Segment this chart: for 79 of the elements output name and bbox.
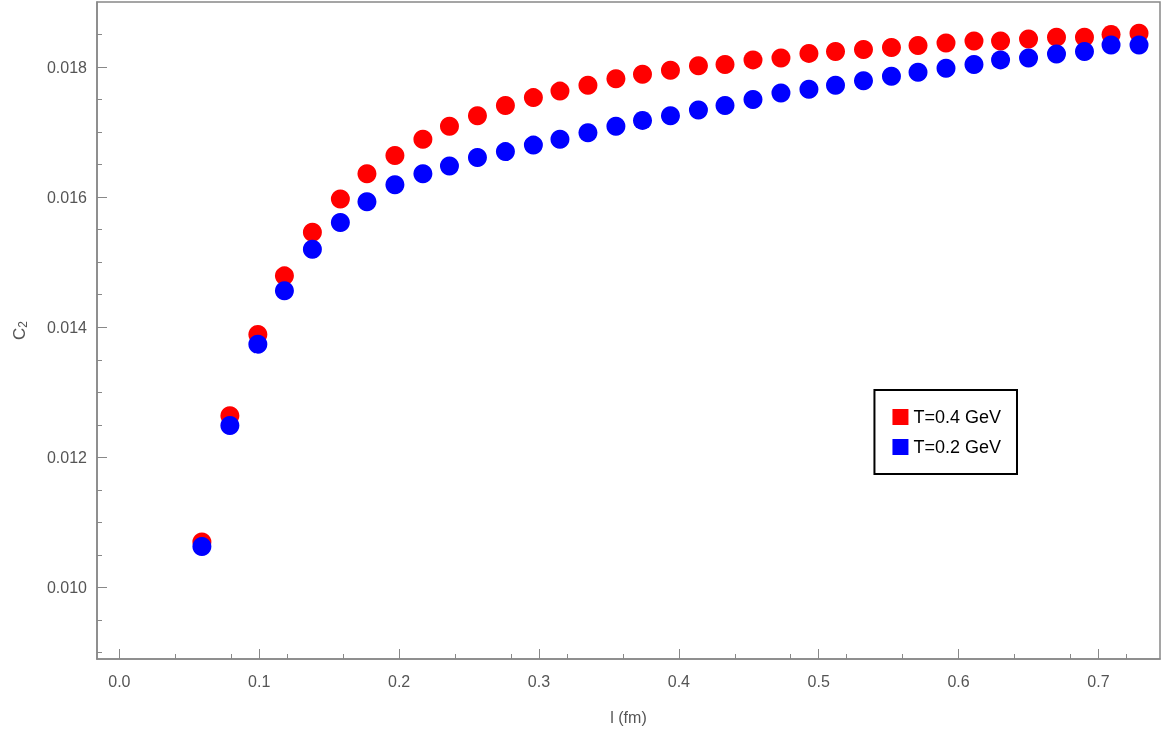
point [550,81,570,101]
point [715,95,735,115]
point [330,213,350,233]
point [606,116,626,136]
point [964,31,984,51]
point [1019,48,1039,68]
legend-label: T=0.4 GeV [913,407,1002,427]
point [1129,35,1149,55]
x-tick-label: 0.4 [667,672,691,690]
point [357,164,377,184]
point [1047,44,1066,64]
point [688,56,708,76]
point [330,189,350,209]
point [523,135,543,155]
x-tick-label: 0.6 [947,672,970,690]
y-tick-label: 0.010 [46,578,88,596]
point [302,222,322,242]
point [908,62,928,82]
point [660,60,680,80]
point [660,106,680,126]
point [854,71,873,91]
point [385,175,405,195]
point [854,39,873,59]
point [302,239,322,259]
point [1074,41,1094,61]
point [964,54,984,74]
point [220,415,240,435]
point [881,38,901,58]
point [523,88,543,108]
point [467,106,487,126]
point [1101,35,1121,55]
point [633,64,652,84]
point [578,123,598,143]
point [357,192,377,212]
y-tick-label: 0.016 [46,188,88,206]
point [771,48,791,68]
point [439,156,459,176]
point [413,164,433,184]
y-tick-label: 0.012 [46,448,88,466]
point [881,66,901,86]
point [495,95,515,115]
y-tick-label: 0.018 [46,58,88,76]
point [385,146,405,166]
point [633,110,652,130]
point [248,334,268,354]
x-tick-label: 0.0 [108,672,131,690]
point [439,116,459,136]
point [606,69,626,89]
point [908,36,928,56]
point [743,50,763,70]
point [578,75,598,95]
x-tick-label: 0.7 [1087,672,1110,690]
y-tick-label: 0.014 [46,318,88,336]
point [936,33,956,53]
point [274,281,294,301]
point [715,54,735,74]
point [550,129,570,149]
point [495,142,515,162]
point [467,147,487,167]
point [1047,27,1066,47]
point [771,83,791,103]
point [1019,29,1039,49]
point [799,43,819,63]
legend-label: T=0.2 GeV [913,437,1002,457]
x-tick-label: 0.1 [248,672,271,690]
point [743,90,763,110]
point [991,50,1011,70]
x-tick-label: 0.3 [527,672,551,690]
x-axis-title: l (fm) [610,708,647,726]
point [826,75,846,95]
point [936,58,956,78]
point [799,79,819,99]
point [688,100,708,120]
point [413,129,433,149]
x-tick-label: 0.5 [807,672,830,690]
x-tick-label: 0.2 [387,672,411,690]
point [991,31,1011,51]
y-axis-title: C2 [9,320,30,340]
point [826,41,846,61]
